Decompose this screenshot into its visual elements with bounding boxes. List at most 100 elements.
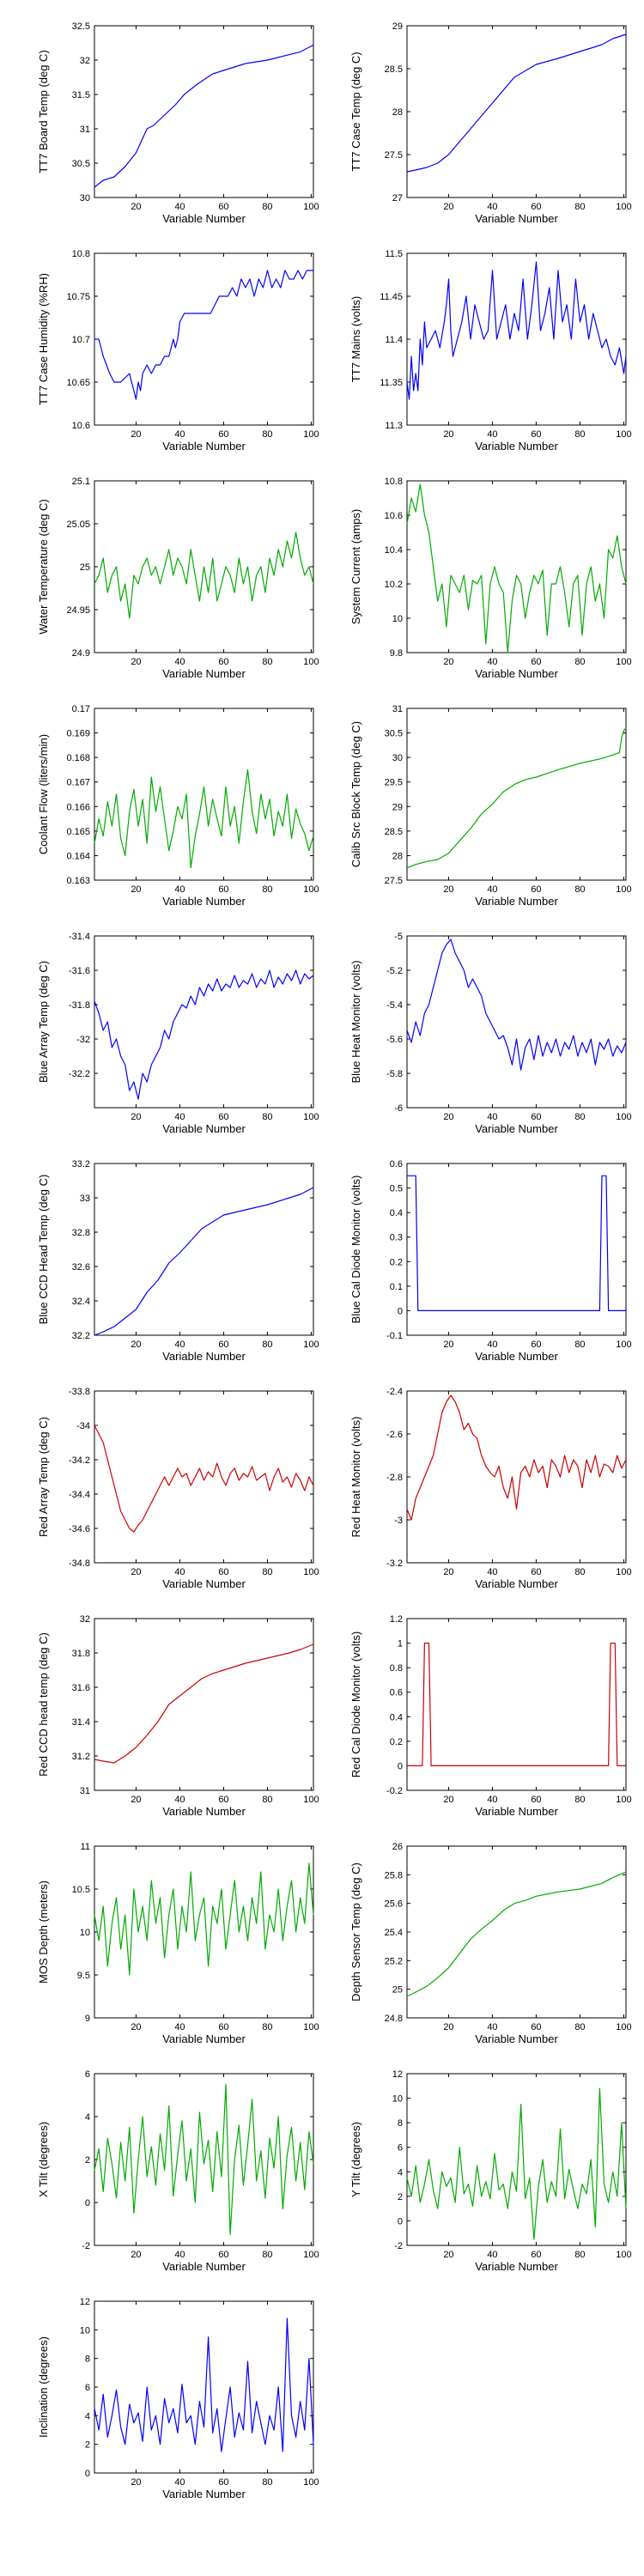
y-tick-label: 0.1 (390, 1282, 403, 1292)
y-tick-label: 25 (392, 1985, 403, 1996)
plot-frame (406, 252, 627, 426)
x-tick-label: 20 (131, 657, 141, 667)
y-tick-label: 6 (85, 2383, 90, 2393)
series-line (406, 727, 627, 869)
plot-frame (406, 1618, 627, 1791)
subplot-7: 20 40 60 80 100 0.163 0.164 0.165 0.166 0.167 0.16… (37, 704, 319, 908)
x-tick-label: 40 (174, 2477, 185, 2488)
y-axis-label: TT7 Board Temp (deg C) (37, 50, 50, 173)
y-tick-label: 0.3 (390, 1233, 403, 1243)
y-tick-label: 11.4 (385, 335, 403, 345)
subplot-19: 20 40 60 80 100 -2 0 2 4 6 Variable Number X Tilt (… (37, 2069, 319, 2273)
y-tick-label: 31 (392, 704, 403, 714)
y-axis-label: Y Tilt (degrees) (349, 2122, 362, 2197)
y-tick-label: 33 (80, 1194, 90, 1204)
y-tick-label: 0.166 (66, 802, 90, 812)
x-tick-label: 20 (131, 1795, 141, 1805)
y-tick-label: -32 (76, 1035, 90, 1045)
x-tick-label: 60 (218, 429, 228, 440)
series-line (94, 270, 313, 400)
series-line (94, 1862, 314, 1976)
y-tick-label: -0.1 (386, 1331, 403, 1341)
x-axis-label: Variable Number (475, 1122, 558, 1135)
y-tick-label: 0 (398, 1761, 403, 1771)
x-tick-label: 40 (174, 2250, 185, 2260)
y-tick-label: 6 (85, 2069, 90, 2080)
subplot-20: 20 40 60 80 100 -2 0 2 4 6 8 10 12 Variable Number Y T… (349, 2069, 632, 2273)
y-tick-label: 10.8 (385, 477, 403, 487)
x-tick-label: 20 (443, 1567, 453, 1577)
y-tick-label: 1.2 (390, 1614, 403, 1625)
x-tick-label: 100 (303, 1112, 319, 1122)
x-tick-label: 40 (487, 1795, 497, 1805)
y-tick-label: 0.8 (390, 1663, 403, 1674)
y-tick-label: 32.8 (72, 1228, 90, 1238)
x-tick-label: 20 (131, 1112, 141, 1122)
x-axis-label: Variable Number (162, 895, 246, 908)
y-tick-label: -3.2 (386, 1558, 403, 1569)
x-axis-label: Variable Number (162, 1122, 246, 1135)
x-tick-label: 60 (531, 1795, 541, 1805)
subplot-15: 20 40 60 80 100 31 31.2 31.4 31.6 31.8 32 Variable … (37, 1614, 319, 1818)
y-tick-label: -34.8 (69, 1558, 90, 1569)
x-tick-label: 80 (262, 1112, 272, 1122)
plot-frame (406, 1845, 627, 2019)
x-tick-label: 40 (487, 1112, 497, 1122)
y-axis-label: Blue Cal Diode Monitor (volts) (349, 1176, 362, 1324)
x-tick-label: 80 (574, 2250, 585, 2260)
x-tick-label: 80 (574, 429, 585, 440)
x-tick-label: 100 (616, 429, 631, 440)
x-tick-label: 100 (303, 884, 319, 895)
x-axis-label: Variable Number (475, 1350, 558, 1363)
x-tick-label: 60 (531, 202, 541, 212)
x-tick-label: 60 (531, 1112, 541, 1122)
x-tick-label: 80 (262, 1340, 272, 1350)
y-tick-label: 29 (392, 802, 403, 812)
y-tick-label: 0.5 (390, 1184, 403, 1194)
x-tick-label: 80 (574, 884, 585, 895)
y-tick-label: 32 (80, 56, 90, 66)
x-tick-label: 60 (218, 1795, 228, 1805)
y-tick-label: 0 (85, 2469, 90, 2479)
x-tick-label: 20 (131, 1567, 141, 1577)
subplot-10: 20 40 60 80 100 -5 -5.2 -5.4 -5.6 -5.8 -6 Variable … (349, 932, 632, 1135)
series-line (406, 33, 627, 173)
x-axis-label: Variable Number (162, 2260, 246, 2273)
y-tick-label: 10.6 (385, 511, 403, 521)
x-tick-label: 20 (443, 2022, 453, 2032)
y-axis-label: Depth Sensor Temp (deg C) (349, 1862, 362, 2002)
x-tick-label: 60 (531, 429, 541, 440)
x-tick-label: 60 (218, 657, 228, 667)
x-tick-label: 80 (574, 2022, 585, 2032)
series-line (406, 1871, 627, 1997)
x-tick-label: 60 (218, 1112, 228, 1122)
y-tick-label: 10.65 (66, 378, 90, 388)
x-tick-label: 100 (303, 429, 319, 440)
x-axis-label: Variable Number (475, 2032, 558, 2045)
y-tick-label: 8 (398, 2118, 403, 2129)
y-tick-label: 0 (85, 2198, 90, 2208)
y-tick-label: 31.4 (72, 1717, 90, 1728)
x-tick-label: 100 (303, 202, 319, 212)
x-tick-label: 40 (487, 429, 497, 440)
y-tick-label: 9 (85, 2014, 90, 2024)
y-tick-label: 28 (392, 107, 403, 118)
x-tick-label: 40 (174, 1340, 185, 1350)
y-tick-label: -5 (394, 932, 403, 942)
y-tick-label: -2 (394, 2241, 403, 2251)
x-tick-label: 20 (131, 2250, 141, 2260)
y-tick-label: 31.2 (72, 1752, 90, 1762)
series-line (407, 1175, 626, 1312)
x-axis-label: Variable Number (475, 667, 558, 680)
series-line (406, 483, 627, 653)
x-tick-label: 40 (174, 429, 185, 440)
x-tick-label: 100 (616, 2022, 631, 2032)
x-tick-label: 20 (131, 1340, 141, 1350)
y-tick-label: 0.2 (390, 1257, 403, 1267)
x-tick-label: 100 (616, 1340, 631, 1350)
subplot-14: 20 40 60 80 100 -2.4 -2.6 -2.8 -3 -3.2 Variable Nu… (349, 1387, 632, 1590)
y-tick-label: 2 (85, 2440, 90, 2451)
x-tick-label: 100 (303, 1795, 319, 1805)
y-tick-label: -31.8 (69, 1000, 90, 1011)
